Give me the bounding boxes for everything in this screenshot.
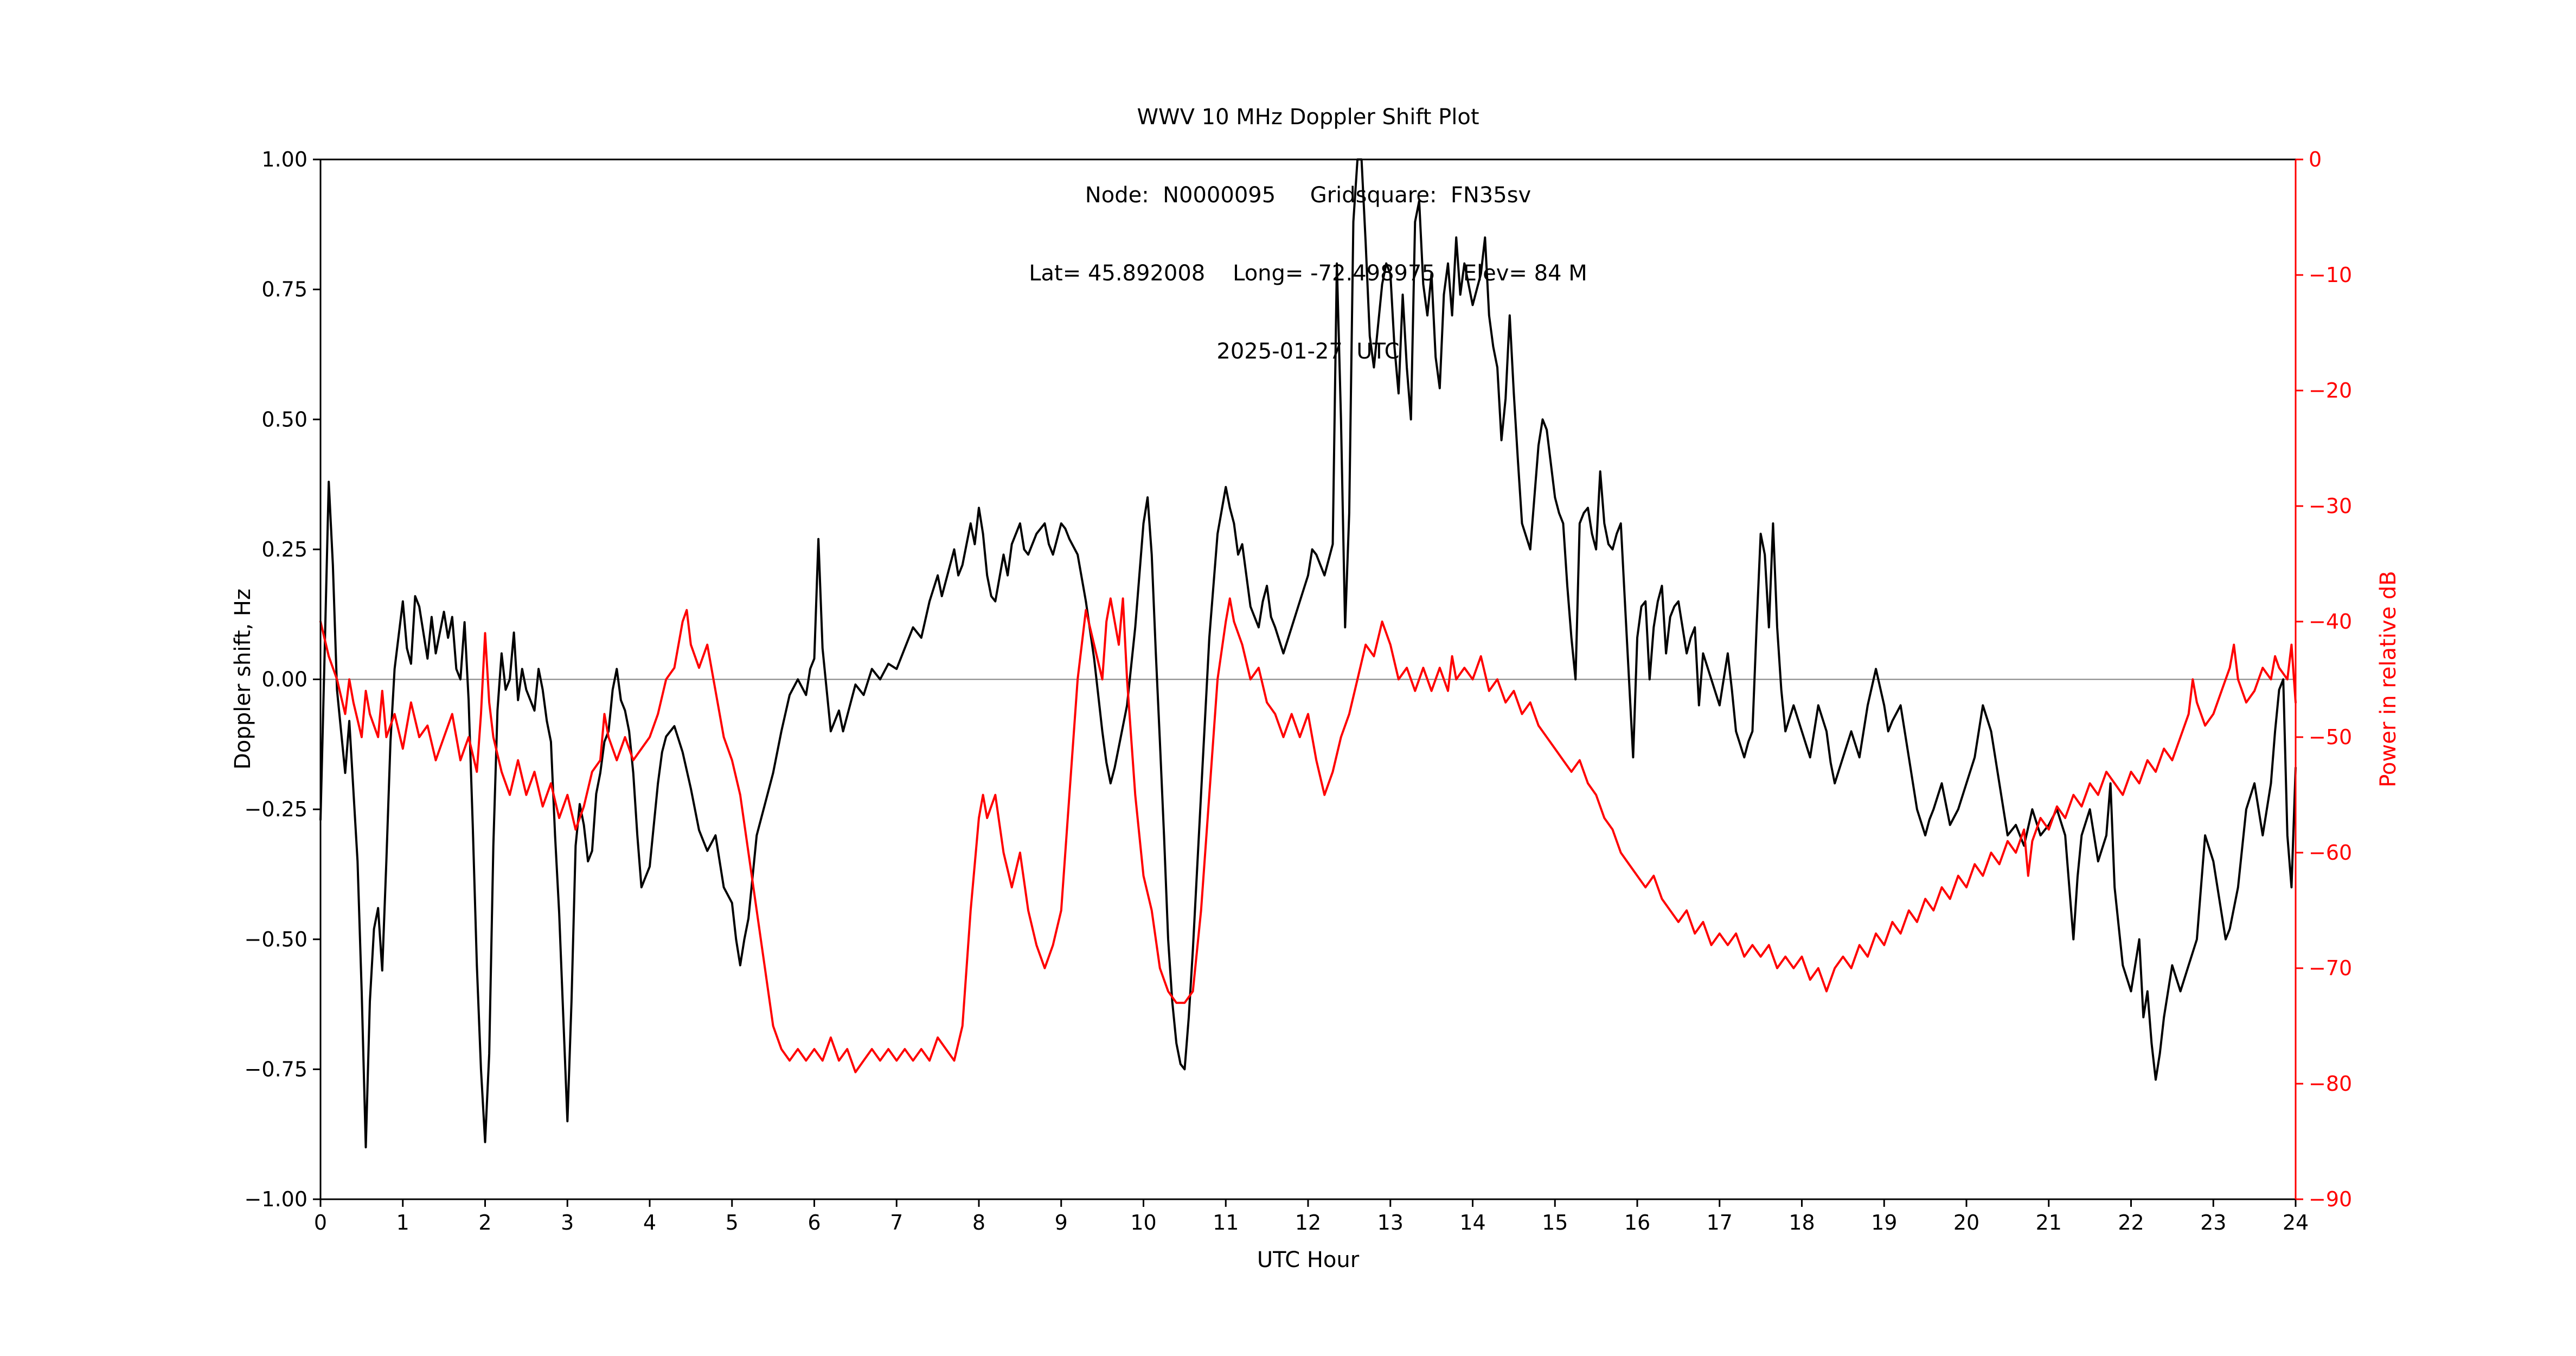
x-tick-label: 8 xyxy=(972,1211,985,1235)
x-tick-label: 3 xyxy=(561,1211,574,1235)
x-tick-label: 15 xyxy=(1542,1211,1568,1235)
y-left-tick-label: −0.25 xyxy=(245,797,307,821)
x-tick-label: 22 xyxy=(2118,1211,2144,1235)
x-tick-label: 2 xyxy=(478,1211,491,1235)
y-left-tick-label: 0.25 xyxy=(261,538,307,561)
y-right-tick-label: −80 xyxy=(2309,1072,2352,1096)
y-left-tick-label: 1.00 xyxy=(261,148,307,171)
x-tick-label: 16 xyxy=(1624,1211,1650,1235)
x-tick-label: 1 xyxy=(396,1211,409,1235)
x-tick-label: 12 xyxy=(1295,1211,1321,1235)
x-tick-label: 17 xyxy=(1707,1211,1733,1235)
y-right-tick-label: −10 xyxy=(2309,263,2352,287)
power-relative-db-trace xyxy=(319,597,2297,1073)
x-tick-label: 11 xyxy=(1213,1211,1239,1235)
x-tick-label: 13 xyxy=(1377,1211,1404,1235)
plot-subtitle-node: Node: N0000095 Gridsquare: FN35sv xyxy=(1085,183,1531,208)
doppler-shift-hz-trace xyxy=(319,158,2297,1149)
x-tick-label: 0 xyxy=(314,1211,327,1235)
x-tick-label: 20 xyxy=(1953,1211,1979,1235)
y-left-tick-label: 0.75 xyxy=(261,278,307,302)
x-tick-label: 10 xyxy=(1130,1211,1156,1235)
x-tick-label: 14 xyxy=(1459,1211,1485,1235)
x-tick-label: 5 xyxy=(726,1211,739,1235)
y-right-tick-label: −90 xyxy=(2309,1187,2352,1211)
y-left-tick-label: 0.50 xyxy=(261,407,307,431)
x-tick-label: 7 xyxy=(890,1211,903,1235)
x-tick-label: 21 xyxy=(2036,1211,2062,1235)
y-left-tick-label: −0.50 xyxy=(245,928,307,951)
y-left-tick-label: 0.00 xyxy=(261,668,307,692)
x-axis-label: UTC Hour xyxy=(1257,1248,1360,1272)
x-tick-label: 24 xyxy=(2283,1211,2309,1235)
y-right-tick-label: −60 xyxy=(2309,841,2352,865)
x-tick-label: 18 xyxy=(1789,1211,1815,1235)
plot-title: WWV 10 MHz Doppler Shift Plot xyxy=(1137,105,1479,130)
x-tick-label: 23 xyxy=(2200,1211,2226,1235)
plot-title-block: WWV 10 MHz Doppler Shift Plot Node: N000… xyxy=(1029,52,1587,417)
x-tick-label: 6 xyxy=(808,1211,821,1235)
y-right-tick-label: −20 xyxy=(2309,379,2352,402)
x-tick-label: 19 xyxy=(1871,1211,1897,1235)
x-tick-label: 9 xyxy=(1055,1211,1068,1235)
y-right-tick-label: −50 xyxy=(2309,725,2352,749)
y-left-tick-label: −1.00 xyxy=(245,1187,307,1211)
x-tick-label: 4 xyxy=(643,1211,656,1235)
plot-subtitle-date: 2025-01-27 UTC xyxy=(1216,339,1400,364)
y-right-tick-label: −70 xyxy=(2309,956,2352,980)
y-left-tick-label: −0.75 xyxy=(245,1057,307,1081)
y-right-tick-label: −30 xyxy=(2309,494,2352,518)
y-right-tick-label: 0 xyxy=(2309,148,2322,171)
y-right-tick-label: −40 xyxy=(2309,610,2352,634)
